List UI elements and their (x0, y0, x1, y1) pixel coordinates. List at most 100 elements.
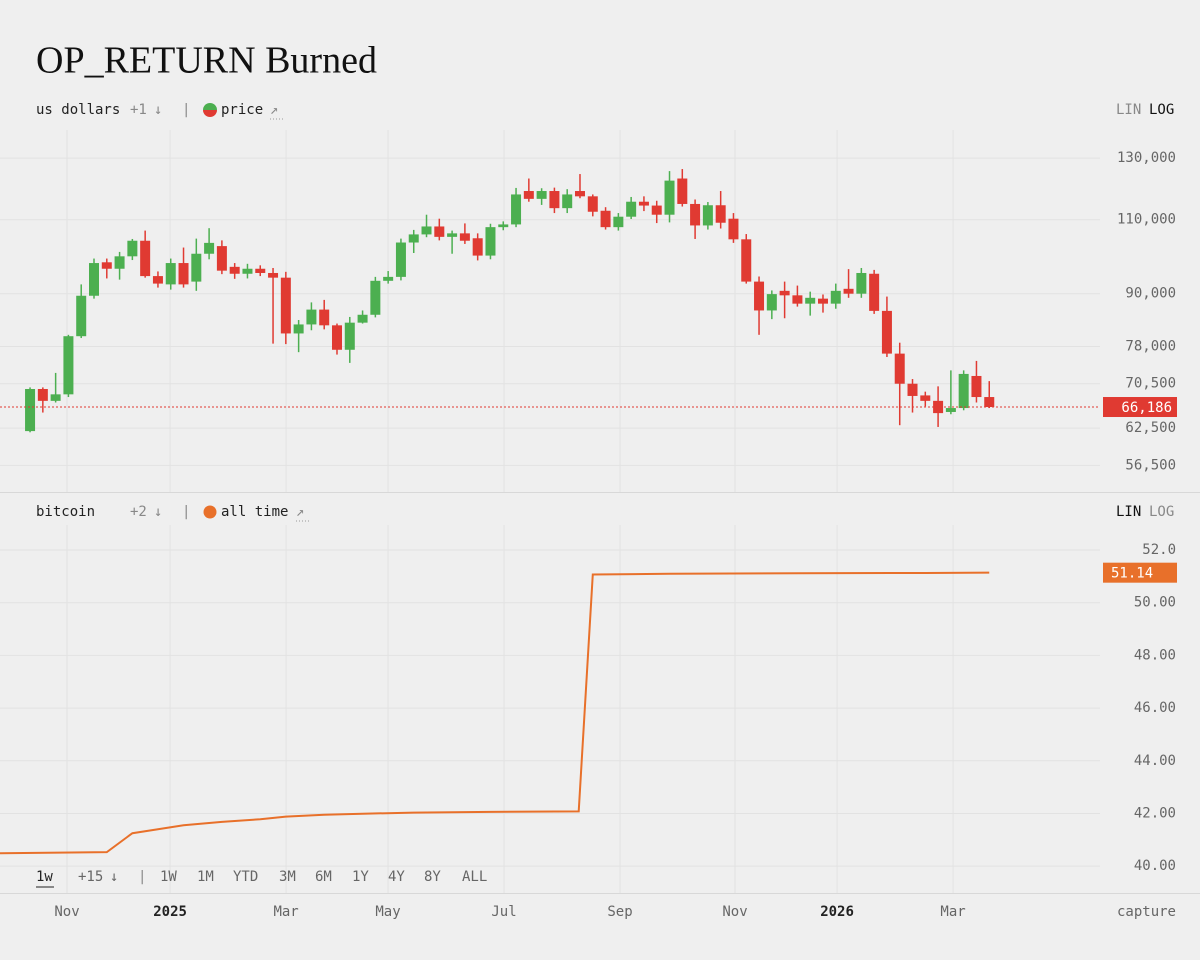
unit-selector[interactable]: bitcoin (36, 504, 95, 520)
timeframe-more[interactable]: +15 (78, 869, 103, 885)
x-tick-label: Jul (491, 904, 516, 920)
candle-body (319, 309, 330, 326)
candle-body (907, 383, 918, 396)
x-tick-label: 2026 (820, 904, 854, 920)
candle-body (216, 246, 227, 271)
candle-body (178, 263, 189, 285)
y-tick-label: 62,500 (1125, 420, 1176, 436)
y-tick-label: 44.00 (1134, 753, 1176, 769)
candle-body (447, 233, 458, 237)
candle-body (856, 272, 867, 294)
candle-body (728, 218, 739, 240)
candle-body (626, 201, 637, 217)
candle-body (754, 281, 765, 311)
x-tick-label: 2025 (153, 904, 187, 920)
timeframe-option[interactable]: ALL (462, 869, 487, 885)
x-tick-label: Mar (273, 904, 298, 920)
candle-body (715, 205, 726, 223)
more-units[interactable]: +1 (130, 102, 147, 118)
y-tick-label: 110,000 (1117, 212, 1176, 228)
candle-body (37, 388, 48, 401)
candle-body (485, 227, 496, 256)
menu-icon[interactable]: ↓ (154, 504, 162, 520)
candle-body (549, 191, 560, 209)
more-units[interactable]: +2 (130, 504, 147, 520)
candle-body (127, 240, 138, 257)
timeframe-option[interactable]: YTD (233, 869, 258, 885)
series-line (0, 571, 990, 855)
candle-body (191, 253, 202, 282)
last-value-tag (1103, 562, 1177, 583)
candle-body (370, 280, 381, 315)
separator: | (138, 869, 146, 885)
scale-lin[interactable]: LIN (1116, 504, 1141, 520)
candle-body (792, 295, 803, 304)
y-tick-label: 40.00 (1134, 858, 1176, 874)
y-tick-label: 78,000 (1125, 338, 1176, 354)
candle-body (958, 373, 969, 409)
candle-body (421, 226, 432, 235)
timeframe-option[interactable]: 6M (315, 869, 332, 885)
menu-icon[interactable]: ↓ (154, 102, 162, 118)
x-tick-label: Sep (607, 904, 632, 920)
candle-body (152, 276, 163, 284)
candle-body (651, 205, 662, 215)
candle-body (933, 400, 944, 414)
timeframe-option[interactable]: 4Y (388, 869, 405, 885)
candle-body (165, 263, 176, 285)
x-tick-label: Nov (722, 904, 747, 920)
separator: | (182, 102, 190, 118)
candle-body (894, 353, 905, 384)
candle-body (140, 240, 151, 277)
candle-body (268, 272, 279, 278)
y-tick-label: 70,500 (1125, 376, 1176, 392)
legend-label[interactable]: price (221, 102, 263, 118)
candle-body (434, 226, 445, 237)
candle-body (984, 397, 995, 408)
timeframe-option[interactable]: 1M (197, 869, 214, 885)
legend-label[interactable]: all time (221, 504, 288, 520)
candle-body (562, 194, 573, 209)
timeframe-option[interactable]: 8Y (424, 869, 441, 885)
scale-log[interactable]: LOG (1149, 102, 1174, 118)
scale-lin[interactable]: LIN (1116, 102, 1141, 118)
x-tick-label: Nov (54, 904, 79, 920)
candle-body (293, 324, 304, 334)
unit-selector[interactable]: us dollars (36, 102, 120, 118)
candle-body (741, 239, 752, 282)
timeframe-option[interactable]: 1W (160, 869, 177, 885)
candle-body (280, 277, 291, 334)
legend-dot-up (203, 103, 217, 110)
grid-layer (0, 130, 1100, 893)
candle-body (101, 262, 112, 269)
candle-body (383, 276, 394, 281)
y-tick-label: 46.00 (1134, 700, 1176, 716)
legend-dot (203, 505, 217, 519)
candle-body (766, 294, 777, 311)
candle-body (395, 242, 406, 277)
link-icon[interactable]: ↗ (296, 504, 304, 520)
candle-body (25, 388, 36, 432)
title: OP_RETURN Burned (36, 40, 377, 82)
candle-body (357, 314, 368, 323)
capture-button[interactable]: capture (1117, 904, 1176, 920)
y-tick-label: 50.00 (1134, 595, 1176, 611)
candle-body (805, 297, 816, 304)
candle-body (830, 290, 841, 304)
candle-body (613, 216, 624, 228)
candle-body (779, 290, 790, 296)
menu-icon[interactable]: ↓ (110, 869, 118, 885)
timeframe-option[interactable]: 1Y (352, 869, 369, 885)
scale-log[interactable]: LOG (1149, 504, 1174, 520)
y-tick-label: 90,000 (1125, 286, 1176, 302)
candle-body (114, 256, 125, 269)
last-price-tag (1103, 397, 1177, 418)
candle-body (331, 325, 342, 350)
candle-body (204, 242, 215, 254)
link-icon[interactable]: ↗ (270, 102, 278, 118)
timeframe-current[interactable]: 1w (36, 869, 53, 885)
timeframe-option[interactable]: 3M (279, 869, 296, 885)
candle-body (920, 395, 931, 401)
y-tick-label: 52.0 (1142, 542, 1176, 558)
